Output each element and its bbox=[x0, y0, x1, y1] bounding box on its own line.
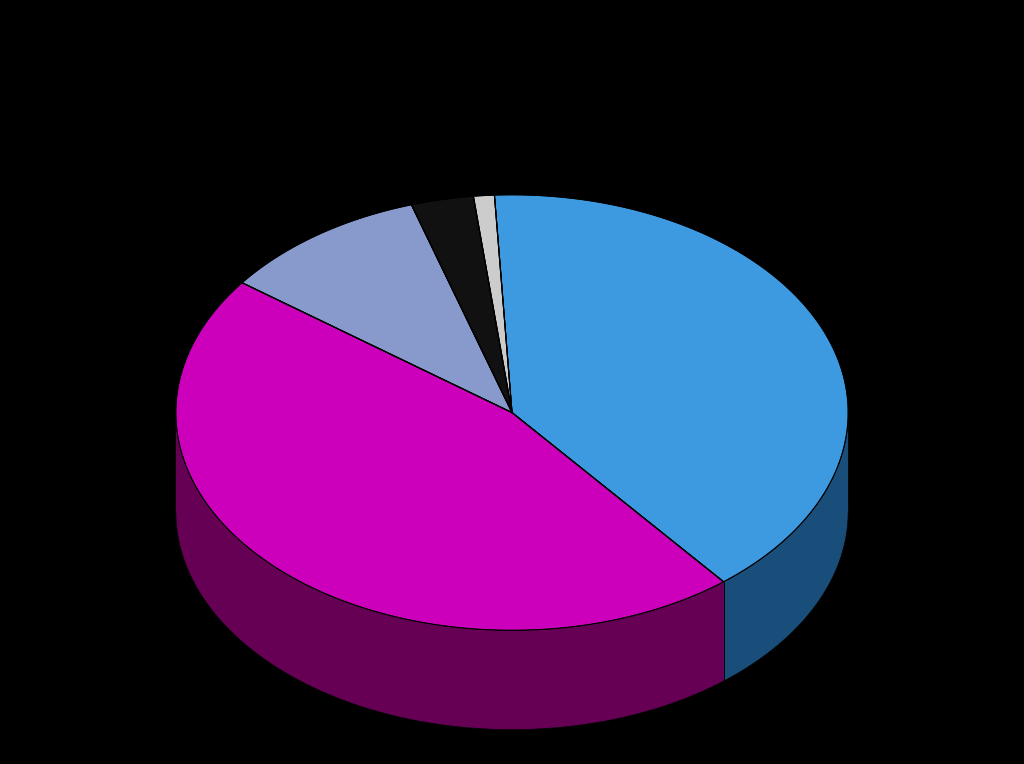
Polygon shape bbox=[176, 415, 724, 730]
Polygon shape bbox=[242, 205, 512, 413]
Polygon shape bbox=[412, 196, 512, 413]
Polygon shape bbox=[724, 414, 848, 681]
Polygon shape bbox=[176, 294, 848, 730]
Polygon shape bbox=[473, 195, 512, 413]
Polygon shape bbox=[176, 283, 724, 630]
Polygon shape bbox=[512, 413, 724, 681]
Polygon shape bbox=[512, 413, 724, 681]
Polygon shape bbox=[495, 195, 848, 581]
